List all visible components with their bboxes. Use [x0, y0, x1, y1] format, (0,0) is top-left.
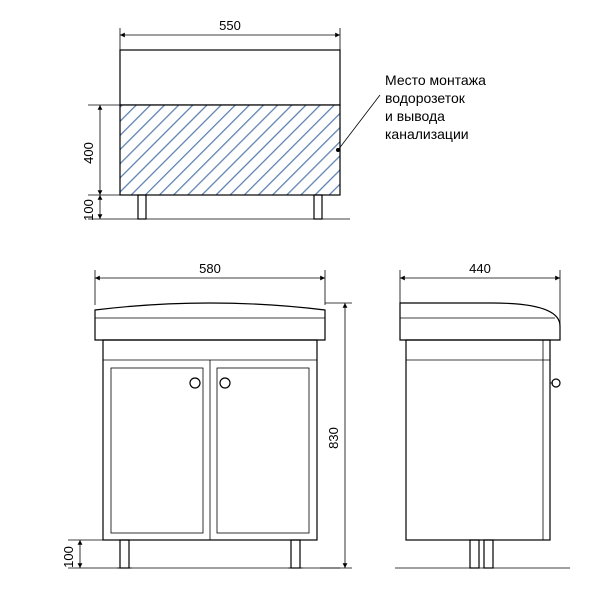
dim-front-leg: 100 [61, 546, 76, 568]
top-mounting-view: 550 400 100 Место монтажа водорозеток и … [81, 18, 486, 221]
side-view: 440 [395, 261, 570, 568]
dim-front-width: 580 [199, 261, 221, 276]
dim-leg-height: 100 [81, 199, 96, 221]
dim-hatched-height: 400 [81, 142, 96, 164]
dim-front-height: 830 [326, 427, 341, 449]
annotation-line-4: канализации [385, 126, 469, 142]
dim-top-width: 550 [219, 18, 241, 33]
front-view: 580 830 100 [61, 261, 352, 568]
annotation-line-3: и вывода [385, 108, 445, 124]
dim-side-width: 440 [469, 261, 491, 276]
technical-drawing: 550 400 100 Место монтажа водорозеток и … [0, 0, 600, 600]
annotation-line-2: водорозеток [385, 90, 466, 106]
annotation-line-1: Место монтажа [385, 72, 486, 88]
